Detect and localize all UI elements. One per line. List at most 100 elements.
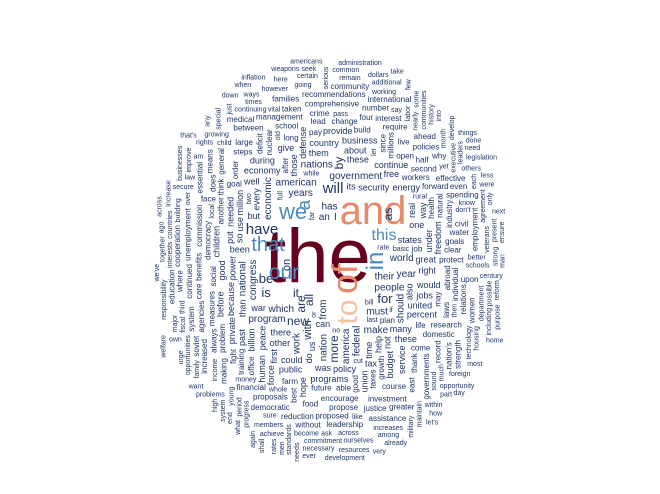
cloud-word: across	[156, 196, 163, 217]
cloud-word: farm	[282, 377, 298, 386]
cloud-word: then	[452, 304, 459, 318]
cloud-word: before	[216, 292, 226, 318]
cloud-word: need	[465, 145, 481, 152]
cloud-word: child	[217, 140, 232, 147]
cloud-word: present	[492, 219, 499, 242]
cloud-word: war	[250, 303, 266, 313]
cloud-word: goal	[227, 180, 242, 189]
cloud-word: certain	[297, 73, 318, 80]
cloud-word: this	[372, 227, 397, 244]
cloud-word: families	[272, 95, 299, 104]
cloud-word: could	[281, 355, 303, 365]
cloud-word: cooperation	[173, 225, 182, 267]
cloud-word: interests	[167, 241, 174, 268]
cloud-word: like	[352, 414, 363, 421]
cloud-word: each	[471, 174, 478, 189]
cloud-word: has	[321, 201, 337, 212]
cloud-word: about	[344, 145, 367, 155]
cloud-word: were	[478, 182, 494, 189]
cloud-word: nuclear	[265, 129, 274, 156]
cloud-word: program	[248, 314, 285, 325]
cloud-word: it	[293, 286, 300, 300]
cloud-word: change	[331, 117, 358, 126]
cloud-word: hope	[298, 377, 308, 397]
cloud-word: others	[461, 165, 481, 172]
cloud-word: within	[424, 402, 443, 409]
cloud-word: again	[250, 431, 257, 448]
cloud-word: two	[246, 193, 253, 204]
cloud-word: future	[311, 383, 332, 392]
cloud-word: way	[418, 202, 428, 220]
cloud-word: pass	[333, 111, 348, 118]
cloud-word: pay	[309, 128, 322, 137]
cloud-word: nations	[301, 159, 333, 170]
cloud-word: will	[322, 180, 344, 197]
cloud-word: problem	[218, 324, 227, 353]
cloud-word: housing	[474, 326, 481, 351]
cloud-word: veterans	[484, 226, 491, 253]
cloud-word: improve	[186, 147, 193, 172]
cloud-word: always	[209, 328, 218, 352]
cloud-word: benefits	[195, 253, 204, 281]
cloud-word: home	[486, 338, 504, 345]
cloud-word: third	[180, 300, 187, 314]
cloud-word: down	[222, 93, 239, 100]
cloud-word: life	[415, 321, 426, 330]
cloud-word: governments	[422, 353, 431, 399]
cloud-word: countries	[167, 210, 174, 239]
cloud-word: we've	[154, 264, 161, 283]
cloud-word: that	[251, 234, 285, 256]
cloud-word: less	[481, 172, 494, 179]
cloud-word: by	[332, 157, 346, 170]
cloud-word: strong	[492, 247, 499, 267]
cloud-word: know	[459, 200, 476, 207]
cloud-word: agreement	[480, 189, 487, 223]
cloud-word: serious	[323, 66, 330, 89]
cloud-word: not	[383, 336, 393, 349]
cloud-word: business	[342, 136, 378, 146]
cloud-word: very	[373, 448, 387, 455]
cloud-word: for	[377, 291, 393, 306]
cloud-word: lead	[311, 117, 326, 126]
cloud-word: protect	[439, 255, 464, 264]
cloud-word: basic	[393, 246, 410, 253]
cloud-word: additional	[372, 80, 402, 87]
cloud-word: unemployment	[184, 208, 193, 261]
cloud-word: comprehensive	[305, 100, 360, 109]
cloud-word: after	[281, 157, 290, 173]
cloud-word: few	[405, 78, 412, 90]
cloud-word: money	[235, 377, 257, 384]
cloud-word: technology	[466, 325, 473, 359]
cloud-word: maintain	[416, 401, 423, 428]
cloud-word: help	[373, 336, 383, 353]
cloud-word: health	[427, 197, 436, 219]
cloud-word: let	[371, 148, 378, 155]
cloud-word: more	[327, 335, 341, 363]
cloud-word: general	[217, 148, 226, 175]
cloud-word: what	[235, 420, 242, 436]
cloud-word: own	[169, 336, 182, 343]
cloud-word: sound	[431, 371, 438, 390]
cloud-word: workers	[401, 173, 430, 182]
cloud-word: millions	[387, 132, 396, 159]
cloud-word: proposals	[253, 393, 288, 402]
cloud-word: half	[416, 155, 430, 164]
cloud-word: budget	[385, 350, 395, 378]
cloud-word: because	[226, 282, 236, 316]
cloud-word: women	[468, 297, 477, 324]
cloud-word: can	[316, 319, 331, 329]
cloud-word: which	[268, 304, 295, 315]
cloud-word: private	[227, 317, 237, 344]
cloud-word: peace	[258, 326, 268, 351]
cloud-word: welfare	[161, 335, 168, 359]
cloud-word: together	[160, 236, 167, 262]
cloud-word: steps	[233, 148, 252, 157]
cloud-word: thank	[410, 352, 419, 373]
cloud-word: management	[256, 113, 303, 122]
cloud-word: local	[209, 204, 216, 219]
cloud-word: achieve	[260, 431, 284, 438]
cloud-word: increased	[200, 339, 209, 374]
cloud-word: dollars	[368, 72, 389, 79]
cloud-word: one	[409, 220, 424, 230]
cloud-word: let's	[426, 419, 439, 426]
